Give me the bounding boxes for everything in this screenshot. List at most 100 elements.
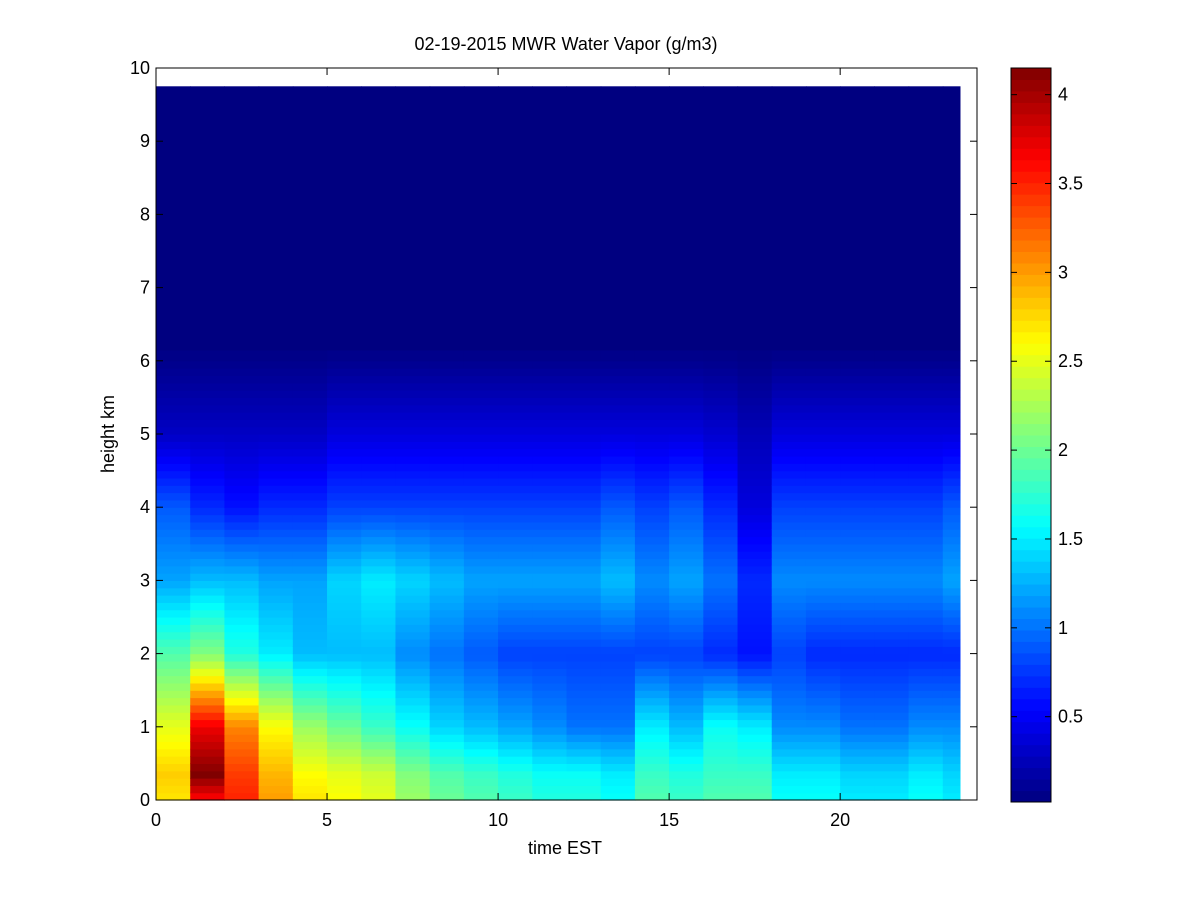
heatmap-cell bbox=[737, 368, 773, 377]
heatmap-cell bbox=[737, 638, 773, 647]
heatmap-cell bbox=[600, 653, 636, 662]
heatmap-cell bbox=[840, 587, 875, 596]
heatmap-cell bbox=[805, 660, 841, 669]
heatmap-cell bbox=[805, 734, 841, 743]
heatmap-cell bbox=[224, 741, 260, 750]
heatmap-cell bbox=[566, 404, 602, 413]
heatmap-cell bbox=[942, 477, 961, 486]
heatmap-cell bbox=[703, 477, 739, 486]
heatmap-cell bbox=[498, 536, 533, 545]
heatmap-cell bbox=[258, 375, 294, 384]
heatmap-cell bbox=[156, 690, 191, 699]
heatmap-cell bbox=[840, 470, 875, 479]
heatmap-cell bbox=[703, 785, 739, 794]
colorbar-swatch bbox=[1011, 343, 1051, 356]
heatmap-cell bbox=[429, 682, 465, 691]
heatmap-cell bbox=[703, 507, 739, 516]
heatmap-cell bbox=[190, 770, 226, 779]
heatmap-cell bbox=[771, 434, 807, 442]
heatmap-cell bbox=[156, 470, 191, 479]
heatmap-cell bbox=[498, 792, 533, 801]
heatmap-cell bbox=[840, 448, 875, 457]
heatmap-cell bbox=[532, 397, 568, 406]
heatmap-cell bbox=[771, 565, 807, 574]
heatmap-cell bbox=[258, 748, 294, 757]
heatmap-cell bbox=[156, 360, 191, 369]
heatmap-cell bbox=[908, 441, 944, 450]
heatmap-cell bbox=[840, 349, 875, 362]
heatmap-cell bbox=[395, 349, 431, 362]
heatmap-cell bbox=[292, 792, 328, 801]
colorbar-swatch bbox=[1011, 710, 1051, 723]
heatmap-cell bbox=[600, 551, 636, 560]
heatmap-cell bbox=[908, 682, 944, 691]
heatmap-cell bbox=[498, 704, 533, 713]
heatmap-cell bbox=[532, 697, 568, 706]
heatmap-cell bbox=[737, 763, 773, 772]
heatmap-cell bbox=[634, 770, 670, 779]
heatmap-cell bbox=[224, 624, 260, 633]
heatmap-cell bbox=[771, 770, 807, 779]
heatmap-cell bbox=[395, 653, 431, 662]
heatmap-cell bbox=[634, 529, 670, 538]
heatmap-cell bbox=[292, 778, 328, 786]
heatmap-cell bbox=[634, 455, 670, 464]
heatmap-cell bbox=[156, 726, 191, 735]
heatmap-cell bbox=[600, 463, 636, 472]
heatmap-cell bbox=[566, 419, 602, 428]
heatmap-cell bbox=[429, 141, 465, 179]
heatmap-cell bbox=[600, 419, 636, 428]
heatmap-cell bbox=[874, 697, 910, 706]
heatmap-cell bbox=[737, 397, 773, 406]
heatmap-cell bbox=[361, 287, 397, 325]
x-axis-label: time EST bbox=[528, 838, 602, 858]
colorbar-swatch bbox=[1011, 285, 1051, 298]
heatmap-cell bbox=[327, 763, 362, 772]
heatmap-cell bbox=[532, 455, 568, 464]
heatmap-cell bbox=[190, 712, 226, 721]
heatmap-cell bbox=[224, 426, 260, 435]
heatmap-cell bbox=[224, 470, 260, 479]
heatmap-cell bbox=[634, 419, 670, 428]
heatmap-cell bbox=[190, 485, 226, 494]
heatmap-cell bbox=[737, 704, 773, 713]
heatmap-cell bbox=[327, 734, 362, 743]
heatmap-cell bbox=[840, 668, 875, 677]
heatmap-cell bbox=[532, 682, 568, 691]
heatmap-cell bbox=[532, 375, 568, 384]
heatmap-cell bbox=[669, 455, 704, 464]
heatmap-cell bbox=[908, 455, 944, 464]
colorbar-swatch bbox=[1011, 113, 1051, 126]
heatmap-cell bbox=[805, 770, 841, 779]
heatmap-cell bbox=[463, 86, 499, 106]
heatmap-cell bbox=[463, 390, 499, 398]
heatmap-cell bbox=[874, 499, 910, 508]
heatmap-cell bbox=[634, 778, 670, 786]
heatmap-cell bbox=[156, 558, 191, 567]
heatmap-cell bbox=[395, 507, 431, 516]
colorbar-swatch bbox=[1011, 400, 1051, 413]
heatmap-cell bbox=[874, 770, 910, 779]
heatmap-cell bbox=[463, 404, 499, 413]
heatmap-cell bbox=[942, 646, 961, 655]
heatmap-cell bbox=[737, 792, 773, 801]
heatmap-cell bbox=[942, 507, 961, 516]
heatmap-cell bbox=[395, 441, 431, 450]
heatmap-cell bbox=[874, 631, 910, 640]
heatmap-cell bbox=[292, 756, 328, 764]
heatmap-cell bbox=[874, 573, 910, 581]
heatmap-cell bbox=[224, 792, 260, 801]
heatmap-cell bbox=[532, 492, 568, 501]
heatmap-cell bbox=[840, 507, 875, 516]
heatmap-cell bbox=[737, 251, 773, 289]
heatmap-cell bbox=[771, 324, 807, 351]
heatmap-cell bbox=[463, 602, 499, 611]
heatmap-cell bbox=[840, 565, 875, 574]
heatmap-cell bbox=[395, 587, 431, 596]
heatmap-cell bbox=[874, 653, 910, 662]
heatmap-cell bbox=[908, 712, 944, 721]
heatmap-cell bbox=[703, 104, 739, 142]
heatmap-cell bbox=[224, 580, 260, 589]
heatmap-cell bbox=[737, 690, 773, 699]
heatmap-cell bbox=[361, 507, 397, 516]
